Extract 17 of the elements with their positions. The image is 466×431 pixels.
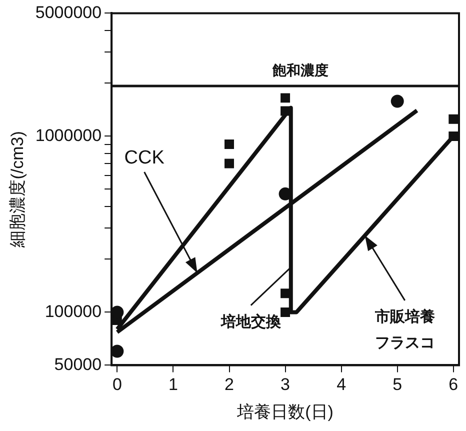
x-tick-label: 1 (168, 375, 178, 394)
y-tick-label: 1000000 (35, 126, 102, 145)
x-tick-label: 6 (448, 375, 458, 394)
y-tick-label: 50000 (54, 354, 102, 374)
x-tick-label: 5 (392, 375, 402, 394)
x-axis-title: 培養日数(日) (236, 402, 334, 422)
x-tick-label: 4 (336, 375, 346, 394)
x-tick-label: 3 (280, 375, 290, 394)
y-tick-label: 100000 (44, 302, 102, 321)
annotation: 市販培養フラスコ (374, 308, 435, 352)
y-tick-label: 5000000 (35, 2, 102, 22)
annotation: 培地交換 (220, 312, 282, 330)
x-tick-label: 0 (112, 375, 122, 394)
ref-line-label: 飽和濃度 (271, 62, 328, 78)
annotation: CCK (124, 147, 165, 168)
x-tick-label: 2 (224, 375, 234, 394)
y-axis-title: 細胞濃度(/cm3) (8, 131, 27, 248)
